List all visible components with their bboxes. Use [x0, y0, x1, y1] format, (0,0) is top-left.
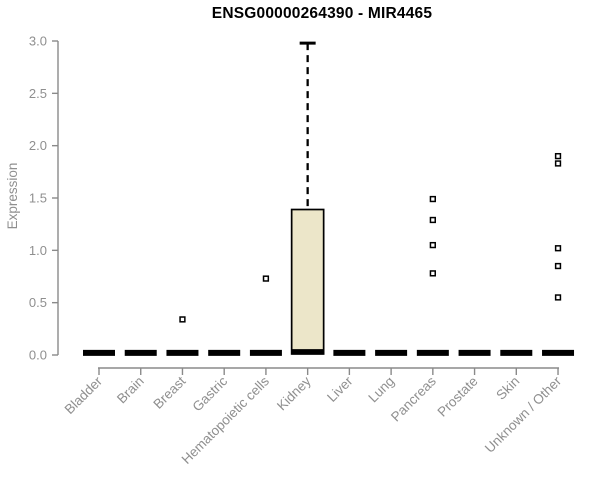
outlier-point-breast [179, 316, 186, 323]
x-tick-label-pancreas: Pancreas [388, 373, 439, 424]
outlier-point-unknown-other [554, 160, 562, 167]
x-tick-label-breast: Breast [150, 373, 188, 411]
outlier-point-pancreas [429, 216, 436, 224]
x-tick-label-brain: Brain [114, 374, 147, 407]
y-tick-label: 2.5 [29, 86, 47, 101]
box-kidney [290, 208, 325, 355]
outlier-point-pancreas [429, 241, 436, 249]
outlier-point-pancreas [429, 195, 436, 203]
y-tick-label: 0.5 [29, 295, 47, 310]
y-tick-label: 0.0 [29, 348, 47, 363]
y-tick-label: 1.5 [29, 191, 47, 206]
x-tick-label-lung: Lung [365, 374, 397, 406]
x-tick-label-skin: Skin [493, 374, 522, 403]
x-tick-label-kidney: Kidney [274, 373, 314, 413]
x-tick-label-liver: Liver [324, 373, 356, 405]
y-tick-label: 3.0 [29, 34, 47, 49]
x-tick-label-unknown-other: Unknown / Other [482, 373, 565, 456]
x-tick-label-gastric: Gastric [189, 373, 230, 414]
outlier-point-hematopoietic-cells [262, 275, 270, 282]
x-tick-label-prostate: Prostate [435, 374, 481, 420]
outlier-point-unknown-other [554, 152, 562, 160]
y-tick-label: 2.0 [29, 138, 47, 153]
outlier-point-unknown-other [554, 245, 562, 252]
x-tick-label-bladder: Bladder [62, 373, 106, 417]
outlier-point-pancreas [429, 270, 436, 277]
chart-title: ENSG00000264390 - MIR4465 [211, 5, 433, 22]
outlier-point-unknown-other [554, 294, 562, 301]
outlier-point-unknown-other [554, 262, 562, 270]
y-tick-label: 1.0 [29, 243, 47, 258]
